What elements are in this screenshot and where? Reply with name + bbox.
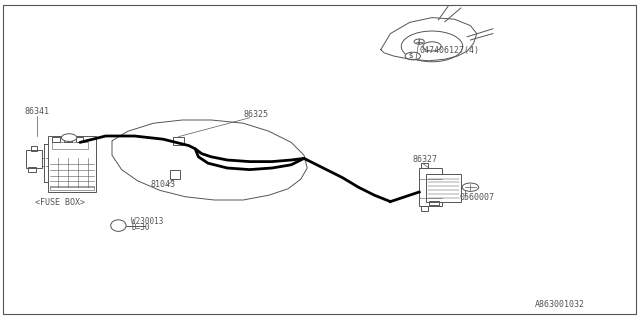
Bar: [50, 186, 94, 190]
Bar: [28, 167, 36, 172]
Bar: [48, 136, 96, 192]
Text: A863001032: A863001032: [534, 300, 584, 309]
Circle shape: [414, 39, 424, 44]
Circle shape: [462, 183, 479, 191]
Bar: [421, 163, 428, 168]
Bar: [64, 137, 72, 142]
Bar: [173, 137, 184, 145]
Bar: [426, 174, 461, 202]
Bar: [76, 137, 83, 142]
Text: 86341: 86341: [24, 107, 49, 116]
Text: W230013: W230013: [131, 217, 164, 226]
Bar: [170, 170, 180, 179]
Bar: [52, 142, 88, 149]
Bar: [419, 168, 442, 206]
Text: 86325: 86325: [243, 110, 268, 119]
Circle shape: [61, 134, 77, 141]
Text: 047406127(4): 047406127(4): [419, 46, 479, 55]
Text: S: S: [408, 53, 413, 59]
Text: 81043: 81043: [150, 180, 175, 189]
Text: D=30: D=30: [131, 223, 150, 232]
Bar: [429, 201, 439, 205]
Circle shape: [405, 52, 420, 60]
Bar: [52, 137, 60, 142]
Bar: [421, 206, 428, 211]
Bar: [31, 146, 37, 151]
Text: 86327: 86327: [413, 155, 438, 164]
Text: 0560007: 0560007: [460, 193, 495, 202]
Text: <FUSE BOX>: <FUSE BOX>: [35, 198, 85, 207]
Bar: [26, 150, 42, 168]
